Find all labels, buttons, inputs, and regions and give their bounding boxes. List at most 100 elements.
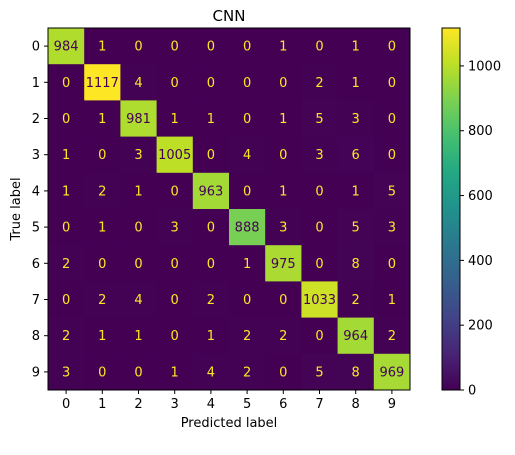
cell-value-label: 1 <box>352 40 360 55</box>
heatmap-cell <box>337 100 375 138</box>
heatmap-cell <box>84 172 121 210</box>
heatmap-cell <box>156 209 194 246</box>
x-tick-label: 7 <box>315 397 323 412</box>
heatmap-cell <box>156 136 194 174</box>
heatmap-cell <box>156 28 194 65</box>
cell-value-label: 1 <box>134 329 142 344</box>
cell-value-label: 1 <box>279 184 287 199</box>
heatmap-cell <box>265 172 302 210</box>
cell-value-label: 1 <box>134 184 142 199</box>
heatmap-cell <box>229 281 266 319</box>
y-tick-label: 0 <box>32 40 40 55</box>
cell-value-label: 5 <box>315 365 323 380</box>
cell-value-label: 0 <box>62 293 70 308</box>
x-tick-label: 3 <box>171 397 179 412</box>
heatmap-cell <box>84 353 121 391</box>
heatmap-cell <box>265 136 302 174</box>
y-tick-label: 8 <box>32 329 40 344</box>
heatmap-cell <box>84 136 121 174</box>
cell-value-label: 1 <box>62 184 70 199</box>
cell-value-label: 5 <box>352 221 360 236</box>
heatmap-cell <box>373 353 411 391</box>
cell-value-label: 984 <box>54 40 79 55</box>
cell-value-label: 5 <box>315 112 323 127</box>
heatmap-cell <box>120 281 158 319</box>
cell-value-label: 0 <box>62 112 70 127</box>
cell-value-label: 0 <box>315 329 323 344</box>
heatmap-cell <box>84 209 121 246</box>
x-tick-label: 4 <box>207 397 215 412</box>
heatmap-cell <box>120 64 158 101</box>
cell-value-label: 0 <box>207 221 215 236</box>
heatmap-cell <box>301 28 339 65</box>
plot-frame <box>47 27 411 391</box>
cell-value-label: 2 <box>62 329 70 344</box>
cell-value-label: 981 <box>126 112 151 127</box>
heatmap-cell <box>120 317 158 355</box>
heatmap-cell <box>84 28 121 65</box>
heatmap-cell <box>301 209 339 246</box>
cell-value-label: 0 <box>243 184 251 199</box>
heatmap-cell <box>301 136 339 174</box>
cell-value-label: 3 <box>352 112 360 127</box>
cell-value-label: 1 <box>98 112 106 127</box>
cell-value-label: 2 <box>243 329 251 344</box>
heatmap-cell <box>229 172 266 210</box>
cell-value-label: 0 <box>315 184 323 199</box>
y-axis: 0 1 2 3 4 5 6 7 8 9 <box>32 40 48 380</box>
x-axis-title: Predicted label <box>181 416 278 431</box>
heatmap-cell <box>192 209 230 246</box>
cell-value-label: 0 <box>171 293 179 308</box>
heatmap-cell <box>337 353 375 391</box>
heatmap-cell <box>337 64 375 101</box>
cell-value-label: 1033 <box>303 293 336 308</box>
cell-value-label: 963 <box>198 184 223 199</box>
cell-value-label: 4 <box>207 365 215 380</box>
heatmap-cell <box>265 317 302 355</box>
y-tick-label: 3 <box>32 148 40 163</box>
cell-value-label: 0 <box>207 257 215 272</box>
cell-value-label: 1 <box>62 148 70 163</box>
cell-value-label: 0 <box>207 76 215 91</box>
chart-title: CNN <box>213 7 246 25</box>
heatmap-cell <box>48 353 85 391</box>
heatmap-cell <box>156 281 194 319</box>
cell-value-label: 0 <box>243 76 251 91</box>
cell-value-label: 3 <box>62 365 70 380</box>
cell-value-label: 0 <box>62 221 70 236</box>
heatmap-cell <box>192 317 230 355</box>
heatmap-cell <box>48 28 85 65</box>
cell-value-label: 0 <box>315 221 323 236</box>
heatmap-cell <box>265 64 302 101</box>
cell-value-label: 0 <box>243 40 251 55</box>
cell-value-label: 1 <box>98 221 106 236</box>
heatmap-cell <box>48 64 85 101</box>
x-tick-label: 2 <box>134 397 142 412</box>
heatmap-cell <box>120 172 158 210</box>
heatmap-cell <box>120 100 158 138</box>
cell-value-label: 0 <box>315 40 323 55</box>
cell-value-label: 0 <box>388 112 396 127</box>
cell-value-label: 1 <box>98 40 106 55</box>
heatmap-cell <box>229 28 266 65</box>
heatmap-cell <box>229 136 266 174</box>
cell-value-label: 0 <box>207 40 215 55</box>
heatmap-cell <box>301 64 339 101</box>
heatmap-cell <box>337 28 375 65</box>
heatmap-cell <box>192 353 230 391</box>
x-tick-label: 0 <box>62 397 70 412</box>
heatmap-cell <box>337 172 375 210</box>
x-tick-label: 6 <box>279 397 287 412</box>
colorbar-frame <box>441 27 461 391</box>
cell-value-label: 0 <box>171 184 179 199</box>
y-tick-label: 4 <box>32 184 40 199</box>
cell-value-label: 1 <box>388 293 396 308</box>
y-tick-label: 9 <box>32 365 40 380</box>
heatmap-cell <box>120 353 158 391</box>
cell-value-label: 0 <box>134 257 142 272</box>
cell-value-label: 1 <box>207 112 215 127</box>
heatmap-cell <box>192 136 230 174</box>
heatmap-cell <box>48 172 85 210</box>
cell-value-label: 4 <box>134 76 142 91</box>
cell-value-label: 6 <box>352 148 360 163</box>
